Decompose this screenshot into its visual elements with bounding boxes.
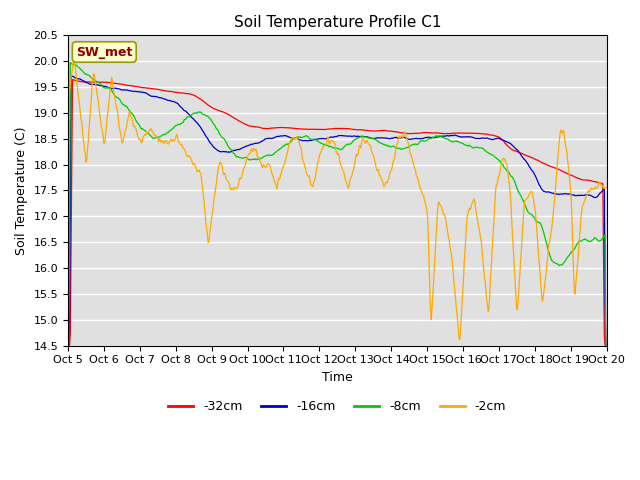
- Title: Soil Temperature Profile C1: Soil Temperature Profile C1: [234, 15, 441, 30]
- Text: SW_met: SW_met: [76, 46, 132, 59]
- Legend: -32cm, -16cm, -8cm, -2cm: -32cm, -16cm, -8cm, -2cm: [163, 396, 511, 418]
- Y-axis label: Soil Temperature (C): Soil Temperature (C): [15, 126, 28, 255]
- X-axis label: Time: Time: [322, 371, 353, 384]
